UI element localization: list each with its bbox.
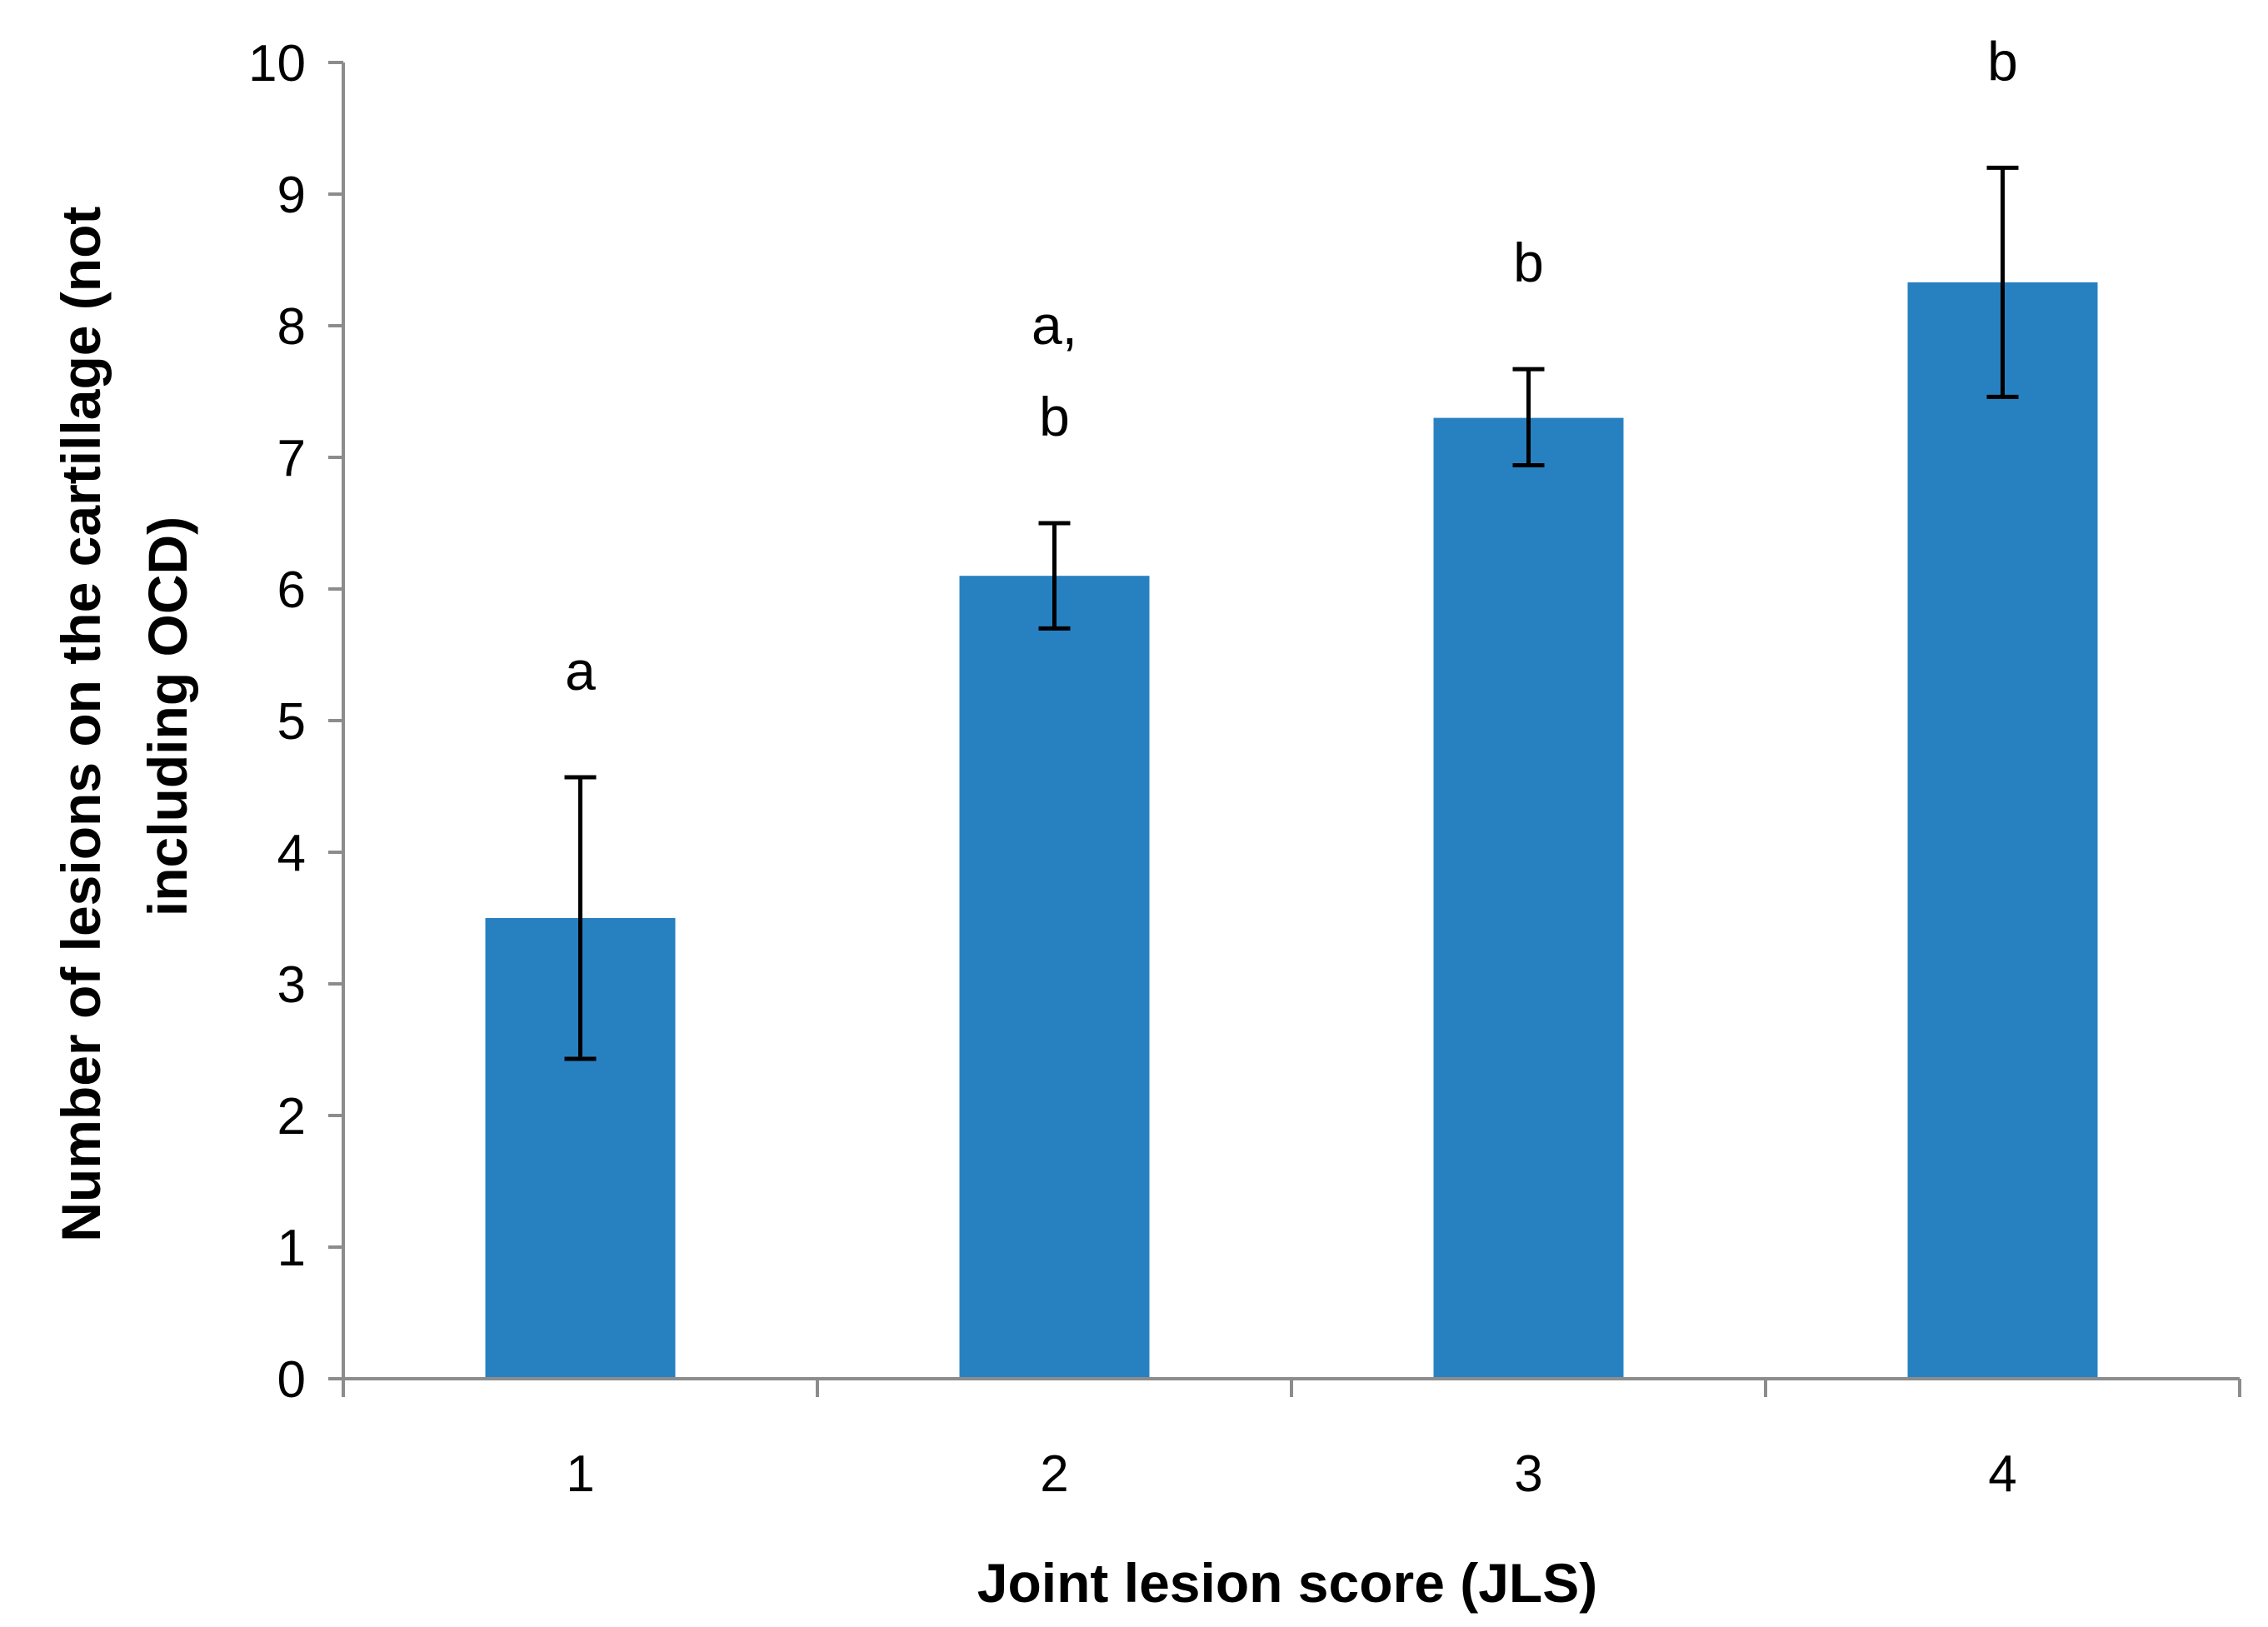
bar-4 bbox=[1907, 282, 2098, 1379]
significance-label-3-1: b bbox=[1513, 232, 1544, 293]
y-tick-label-0: 0 bbox=[277, 1351, 306, 1409]
significance-label-2-1: a, bbox=[1032, 294, 1077, 356]
bar-2 bbox=[959, 576, 1150, 1379]
bars bbox=[485, 282, 2098, 1380]
y-axis-title-line-1: Number of lesions on the cartillage (not bbox=[50, 207, 112, 1242]
y-tick-label-6: 6 bbox=[277, 561, 306, 619]
y-tick-label-7: 7 bbox=[277, 430, 306, 487]
y-tick-label-5: 5 bbox=[277, 693, 306, 751]
error-bars bbox=[564, 165, 2019, 1061]
y-tick-label-10: 10 bbox=[248, 35, 306, 92]
labels: 1 a 2 a, b 3 b 4 b 0 1 2 3 4 5 6 7 8 9 10 bbox=[248, 30, 2018, 1503]
y-axis-title-line-2: including OCD) bbox=[137, 517, 198, 916]
y-tick-label-8: 8 bbox=[277, 298, 306, 356]
significance-label-4-1: b bbox=[1987, 30, 2018, 92]
axes bbox=[328, 61, 2241, 1397]
significance-label-2-2: b bbox=[1039, 386, 1070, 447]
x-tick-label-3: 3 bbox=[1514, 1445, 1542, 1503]
x-tick-label-4: 4 bbox=[1988, 1445, 2016, 1503]
x-tick-label-2: 2 bbox=[1040, 1445, 1068, 1503]
significance-label-1-1: a bbox=[565, 640, 596, 701]
y-tick-label-3: 3 bbox=[277, 956, 306, 1014]
x-axis-title: Joint lesion score (JLS) bbox=[977, 1552, 1598, 1614]
y-tick-label-2: 2 bbox=[277, 1088, 306, 1145]
y-tick-label-1: 1 bbox=[277, 1220, 306, 1277]
y-tick-label-4: 4 bbox=[277, 825, 306, 882]
y-axis-title: Number of lesions on the cartillage (not… bbox=[50, 191, 198, 1241]
y-tick-label-9: 9 bbox=[277, 167, 306, 224]
bar-3 bbox=[1433, 417, 1624, 1380]
x-tick-label-1: 1 bbox=[566, 1445, 594, 1503]
